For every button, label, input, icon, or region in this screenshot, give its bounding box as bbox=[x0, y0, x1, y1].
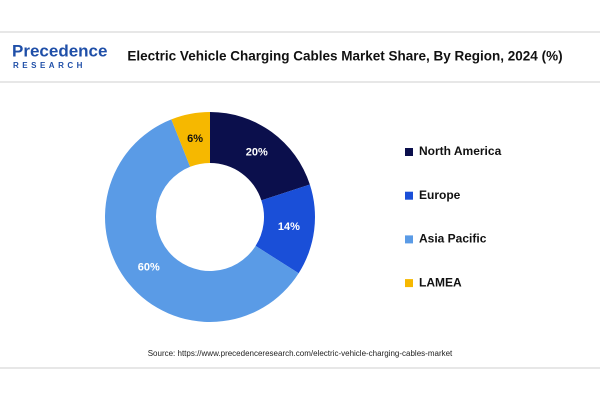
slice-label: 14% bbox=[278, 221, 300, 233]
slice-label: 60% bbox=[138, 262, 160, 274]
source-note: Source: https://www.precedenceresearch.c… bbox=[148, 349, 453, 358]
slice-label: 20% bbox=[246, 147, 268, 159]
legend-swatch bbox=[405, 279, 413, 288]
slice-label: 6% bbox=[187, 133, 203, 145]
pie-slice bbox=[171, 112, 210, 167]
pie-slice bbox=[210, 112, 310, 201]
pie-slice bbox=[104, 119, 299, 322]
legend-label: LAMEA bbox=[419, 275, 462, 289]
legend-swatch bbox=[405, 148, 413, 156]
pie-slice bbox=[255, 184, 315, 274]
legend-label: North America bbox=[419, 144, 502, 158]
legend-swatch bbox=[405, 191, 413, 200]
legend-swatch bbox=[405, 235, 413, 244]
logo-name: Precedence bbox=[12, 41, 107, 60]
legend-label: Asia Pacific bbox=[419, 232, 487, 246]
legend-label: Europe bbox=[419, 188, 461, 202]
logo-tagline: RESEARCH bbox=[13, 61, 86, 70]
chart-title: Electric Vehicle Charging Cables Market … bbox=[127, 49, 562, 64]
